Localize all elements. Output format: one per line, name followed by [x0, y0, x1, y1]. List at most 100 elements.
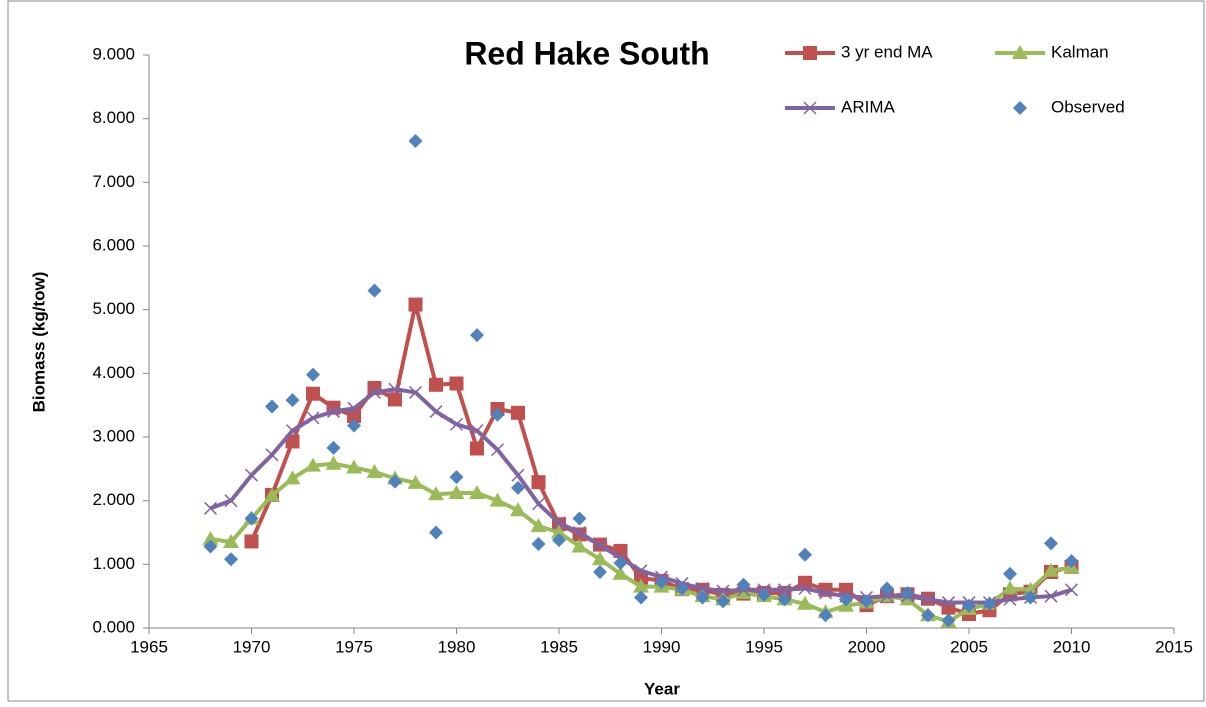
chart-border [7, 0, 1205, 702]
data-point [366, 464, 383, 479]
legend-label: ARIMA [841, 97, 896, 116]
data-point [265, 448, 279, 462]
data-point [695, 581, 710, 596]
data-point [511, 405, 525, 420]
data-point [244, 468, 259, 482]
data-point [408, 133, 423, 148]
y-tick-label: 6.000 [92, 235, 135, 254]
data-point [531, 497, 546, 511]
data-point [798, 575, 812, 590]
data-point [244, 534, 259, 549]
data-point [695, 590, 710, 605]
y-tick-label: 1.000 [92, 554, 135, 573]
data-point [941, 613, 956, 628]
data-point [1064, 583, 1079, 597]
data-point [202, 530, 219, 545]
data-point [367, 385, 382, 399]
chart-title: Red Hake South [464, 35, 709, 71]
data-point [530, 518, 547, 533]
data-point [798, 547, 812, 562]
data-point [388, 382, 402, 396]
data-point [675, 581, 689, 596]
data-point [489, 492, 506, 507]
data-point [470, 441, 484, 456]
data-point [777, 583, 792, 597]
data-point [224, 494, 238, 508]
data-point [1044, 536, 1058, 551]
data-point [880, 581, 894, 596]
data-point [306, 367, 320, 382]
data-point [264, 487, 280, 502]
x-tick-label: 1995 [745, 637, 783, 656]
data-point [1003, 592, 1017, 606]
data-point [449, 376, 464, 391]
data-point [900, 585, 915, 600]
y-tick-label: 8.000 [92, 108, 135, 127]
x-tick-label: 2000 [848, 637, 886, 656]
data-point [469, 485, 485, 500]
data-point [1022, 581, 1039, 596]
data-point [592, 551, 608, 566]
x-tick-label: 2015 [1155, 637, 1193, 656]
data-point [798, 581, 812, 596]
data-point [408, 385, 423, 399]
data-point [982, 596, 997, 611]
data-point [429, 405, 443, 419]
data-point [880, 589, 894, 603]
data-point [531, 536, 546, 551]
data-point [326, 405, 341, 419]
data-point [735, 584, 752, 599]
legend-label: Kalman [1051, 42, 1109, 61]
data-point [572, 511, 587, 526]
data-point [511, 468, 525, 482]
data-point [347, 401, 361, 415]
data-point [223, 534, 239, 549]
legend-marker [803, 101, 817, 115]
x-axis-label: Year [644, 679, 680, 698]
data-point [593, 564, 607, 579]
data-point [306, 386, 320, 401]
data-point [284, 470, 301, 485]
data-point [449, 417, 464, 431]
y-axis-label: Biomass (kg/tow) [29, 272, 48, 413]
legend-label: Observed [1051, 97, 1125, 116]
data-point [428, 486, 444, 501]
data-point [1003, 566, 1017, 581]
data-point [962, 598, 976, 613]
data-point [306, 411, 320, 425]
data-point [265, 399, 279, 414]
data-point [305, 457, 321, 472]
data-point [203, 539, 218, 554]
data-point [325, 455, 342, 470]
x-tick-label: 1975 [335, 637, 373, 656]
data-point [572, 525, 587, 540]
data-point [1002, 580, 1018, 595]
data-point [1023, 590, 1038, 605]
data-point [448, 485, 465, 500]
data-point [654, 575, 669, 590]
x-tick-label: 1970 [233, 637, 271, 656]
data-point [367, 283, 382, 298]
data-point [224, 552, 238, 567]
data-point [429, 525, 443, 540]
legend-label: 3 yr end MA [841, 42, 933, 61]
data-point [633, 578, 649, 593]
legend-marker [1012, 45, 1028, 59]
data-point [634, 564, 648, 578]
legend-marker [803, 46, 817, 60]
data-point [859, 594, 874, 609]
data-point [716, 594, 730, 609]
data-point [777, 592, 792, 607]
data-point [449, 470, 464, 485]
x-tick-label: 2010 [1053, 637, 1091, 656]
data-point [1064, 554, 1079, 569]
data-point [285, 434, 300, 449]
data-point [757, 587, 771, 602]
y-tick-label: 5.000 [92, 299, 135, 318]
data-point [326, 440, 341, 455]
y-tick-label: 2.000 [92, 490, 135, 509]
data-point [818, 586, 833, 600]
data-point [716, 584, 730, 598]
data-point [571, 538, 588, 553]
